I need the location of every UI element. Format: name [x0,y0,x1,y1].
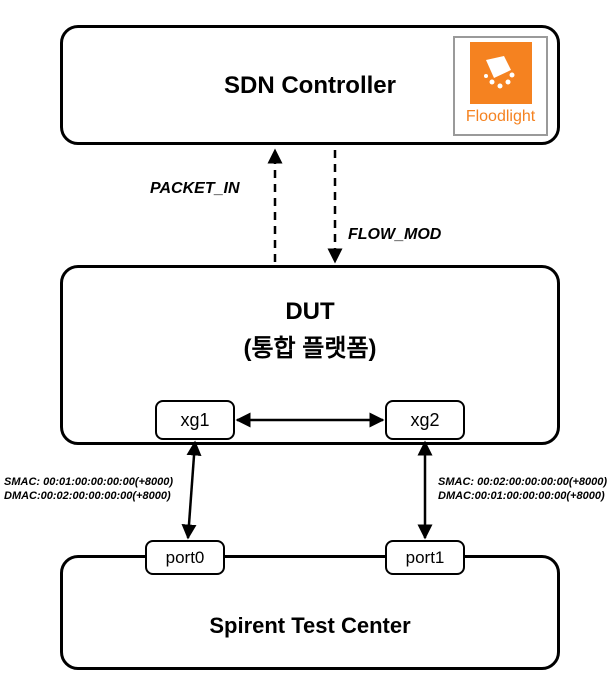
xg1-label: xg1 [180,410,209,431]
mac-right: SMAC: 00:02:00:00:00:00(+8000) DMAC:00:0… [438,475,607,504]
port0-label: port0 [166,548,205,568]
spirent-box: Spirent Test Center [60,555,560,670]
xg1-port: xg1 [155,400,235,440]
floodlight-icon [470,42,532,104]
dut-title-1: DUT [63,298,557,326]
port0: port0 [145,540,225,575]
mac-right-smac: SMAC: 00:02:00:00:00:00(+8000) [438,475,607,489]
packet-in-label: PACKET_IN [150,180,240,198]
dut-box: DUT (통합 플랫폼) [60,265,560,445]
port1-label: port1 [406,548,445,568]
port1: port1 [385,540,465,575]
controller-box: SDN Controller Floodlight [60,25,560,145]
mac-left: SMAC: 00:01:00:00:00:00(+8000) DMAC:00:0… [4,475,173,504]
floodlight-badge: Floodlight [453,36,548,136]
dut-title-2: (통합 플랫폼) [63,328,557,363]
xg2-port: xg2 [385,400,465,440]
mac-left-smac: SMAC: 00:01:00:00:00:00(+8000) [4,475,173,489]
xg2-label: xg2 [410,410,439,431]
mac-right-dmac: DMAC:00:01:00:00:00:00(+8000) [438,489,607,503]
arrow-xg1-port0 [188,442,195,538]
floodlight-label: Floodlight [455,108,546,126]
mac-left-dmac: DMAC:00:02:00:00:00:00(+8000) [4,489,173,503]
flow-mod-label: FLOW_MOD [348,226,441,244]
spirent-title: Spirent Test Center [63,613,557,639]
